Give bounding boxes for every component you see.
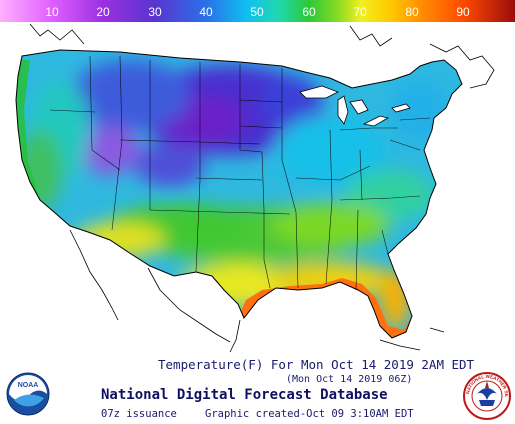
colorbar-tick-60: 60 [302, 5, 316, 19]
graphic-created: Graphic created-Oct 09 3:10AM EDT [205, 408, 414, 420]
database-name: National Digital Forecast Database [101, 387, 388, 403]
temperature-colorbar: 10 20 30 40 50 60 70 80 90 [0, 0, 515, 22]
colorbar-tick-30: 30 [148, 5, 162, 19]
colorbar-tick-50: 50 [250, 5, 264, 19]
map-title: Temperature(F) For Mon Oct 14 2019 2AM E… [158, 357, 475, 372]
noaa-logo-text: NOAA [18, 382, 39, 389]
nws-logo: NATIONAL WEATHER SERVICE [463, 372, 511, 420]
temperature-map [0, 22, 515, 355]
issuance-time: 07z issuance [101, 408, 177, 420]
valid-time: (Mon Oct 14 2019 06Z) [286, 374, 413, 385]
colorbar-tick-80: 80 [405, 5, 419, 19]
colorbar-tick-90: 90 [456, 5, 470, 19]
colorbar-tick-70: 70 [353, 5, 367, 19]
colorbar-tick-20: 20 [96, 5, 110, 19]
colorbar-tick-10: 10 [45, 5, 59, 19]
noaa-logo: NOAA [6, 372, 50, 416]
colorbar-tick-40: 40 [199, 5, 213, 19]
